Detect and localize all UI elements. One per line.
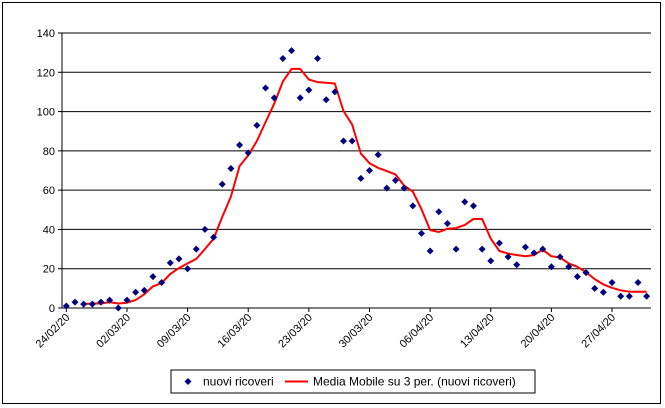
data-point-nuovi-ricoveri bbox=[599, 288, 607, 296]
y-tick-label: 0 bbox=[49, 303, 55, 315]
data-point-nuovi-ricoveri bbox=[331, 88, 339, 96]
data-point-nuovi-ricoveri bbox=[556, 253, 564, 261]
data-point-nuovi-ricoveri bbox=[166, 259, 174, 267]
x-tick-label: 23/03/20 bbox=[276, 312, 315, 351]
legend-label-media-mobile: Media Mobile su 3 per. (nuovi ricoveri) bbox=[313, 375, 516, 389]
data-point-nuovi-ricoveri bbox=[521, 243, 529, 251]
data-point-nuovi-ricoveri bbox=[391, 176, 399, 184]
legend-marker-nuovi-ricoveri bbox=[184, 378, 192, 385]
data-point-nuovi-ricoveri bbox=[591, 284, 599, 292]
data-point-nuovi-ricoveri bbox=[158, 278, 166, 286]
data-point-nuovi-ricoveri bbox=[71, 298, 79, 306]
data-point-nuovi-ricoveri bbox=[132, 288, 140, 296]
data-point-nuovi-ricoveri bbox=[365, 167, 373, 174]
data-point-nuovi-ricoveri bbox=[461, 198, 469, 206]
y-tick-label: 60 bbox=[43, 185, 55, 197]
data-point-nuovi-ricoveri bbox=[123, 296, 131, 304]
chart-frame bbox=[2, 2, 661, 404]
data-point-nuovi-ricoveri bbox=[625, 292, 633, 300]
data-point-nuovi-ricoveri bbox=[400, 184, 408, 192]
data-point-nuovi-ricoveri bbox=[262, 84, 270, 92]
data-point-nuovi-ricoveri bbox=[296, 94, 304, 102]
data-point-nuovi-ricoveri bbox=[469, 202, 477, 210]
x-tick-labels: 24/02/20 02/03/20 09/03/20 16/03/20 23/03/20… bbox=[34, 312, 618, 351]
data-point-nuovi-ricoveri bbox=[348, 137, 356, 145]
data-point-nuovi-ricoveri bbox=[175, 255, 183, 263]
data-point-nuovi-ricoveri bbox=[495, 239, 503, 247]
y-tick-label: 40 bbox=[43, 224, 55, 236]
y-tick-label: 100 bbox=[37, 107, 55, 119]
x-tick-label: 30/03/20 bbox=[337, 312, 376, 351]
data-point-nuovi-ricoveri bbox=[236, 141, 244, 149]
data-point-nuovi-ricoveri bbox=[513, 261, 521, 269]
x-tick-label: 27/04/20 bbox=[579, 312, 618, 351]
legend-label-nuovi-ricoveri: nuovi ricoveri bbox=[203, 375, 274, 389]
data-point-nuovi-ricoveri bbox=[617, 292, 625, 300]
x-tick-label: 20/04/20 bbox=[519, 312, 558, 351]
data-point-nuovi-ricoveri bbox=[314, 55, 322, 63]
plot-area bbox=[62, 47, 651, 312]
x-tick-label: 02/03/20 bbox=[94, 312, 133, 351]
x-tick-label: 13/04/20 bbox=[458, 312, 497, 351]
y-tick-label: 120 bbox=[37, 67, 55, 79]
data-point-nuovi-ricoveri bbox=[340, 137, 348, 145]
data-point-nuovi-ricoveri bbox=[88, 300, 96, 308]
data-point-nuovi-ricoveri bbox=[504, 253, 512, 261]
data-point-nuovi-ricoveri bbox=[288, 47, 296, 55]
data-point-nuovi-ricoveri bbox=[634, 278, 642, 286]
y-tick-label: 20 bbox=[43, 264, 55, 276]
data-point-nuovi-ricoveri bbox=[582, 269, 590, 277]
legend: nuovi ricoveri Media Mobile su 3 per. (n… bbox=[170, 369, 536, 394]
data-point-nuovi-ricoveri bbox=[322, 96, 330, 104]
data-point-nuovi-ricoveri bbox=[106, 296, 114, 304]
data-point-nuovi-ricoveri bbox=[487, 257, 495, 265]
series-line-media-mobile bbox=[83, 67, 647, 306]
data-point-nuovi-ricoveri bbox=[357, 174, 365, 182]
data-point-nuovi-ricoveri bbox=[443, 220, 451, 228]
legend-box bbox=[170, 369, 536, 394]
data-point-nuovi-ricoveri bbox=[114, 304, 122, 312]
data-point-nuovi-ricoveri bbox=[210, 233, 218, 241]
data-point-nuovi-ricoveri bbox=[305, 86, 313, 94]
data-point-nuovi-ricoveri bbox=[270, 94, 278, 102]
data-point-nuovi-ricoveri bbox=[374, 151, 382, 159]
x-tick-label: 09/03/20 bbox=[155, 312, 194, 351]
data-point-nuovi-ricoveri bbox=[426, 247, 434, 255]
data-point-nuovi-ricoveri bbox=[97, 298, 105, 306]
data-point-nuovi-ricoveri bbox=[435, 208, 443, 216]
data-point-nuovi-ricoveri bbox=[244, 149, 252, 157]
data-point-nuovi-ricoveri bbox=[149, 273, 157, 281]
y-tick-label: 80 bbox=[43, 146, 55, 158]
data-point-nuovi-ricoveri bbox=[643, 292, 651, 300]
data-point-nuovi-ricoveri bbox=[573, 273, 581, 281]
data-point-nuovi-ricoveri bbox=[547, 263, 555, 271]
data-point-nuovi-ricoveri bbox=[62, 302, 70, 310]
data-point-nuovi-ricoveri bbox=[192, 245, 200, 253]
data-point-nuovi-ricoveri bbox=[565, 263, 573, 271]
data-point-nuovi-ricoveri bbox=[80, 300, 88, 308]
data-point-nuovi-ricoveri bbox=[227, 165, 235, 173]
data-point-nuovi-ricoveri bbox=[184, 265, 192, 273]
data-point-nuovi-ricoveri bbox=[383, 184, 391, 192]
axes bbox=[58, 32, 651, 312]
data-point-nuovi-ricoveri bbox=[140, 286, 148, 294]
x-tick-label: 16/03/20 bbox=[216, 312, 255, 351]
data-point-nuovi-ricoveri bbox=[539, 245, 547, 253]
data-point-nuovi-ricoveri bbox=[253, 121, 261, 129]
data-point-nuovi-ricoveri bbox=[478, 245, 486, 253]
x-tick-label: 06/04/20 bbox=[397, 312, 436, 351]
data-point-nuovi-ricoveri bbox=[218, 180, 226, 188]
data-point-nuovi-ricoveri bbox=[530, 249, 538, 257]
gridlines bbox=[62, 32, 651, 270]
x-tick-label: 24/02/20 bbox=[34, 312, 73, 351]
data-point-nuovi-ricoveri bbox=[279, 55, 287, 63]
data-point-nuovi-ricoveri bbox=[417, 229, 425, 237]
data-point-nuovi-ricoveri bbox=[201, 225, 209, 233]
y-tick-label: 140 bbox=[37, 28, 55, 40]
data-point-nuovi-ricoveri bbox=[409, 202, 417, 210]
data-point-nuovi-ricoveri bbox=[608, 278, 616, 286]
y-tick-labels: 0 20 40 60 80 100 120 140 bbox=[37, 28, 55, 315]
data-point-nuovi-ricoveri bbox=[452, 245, 460, 253]
